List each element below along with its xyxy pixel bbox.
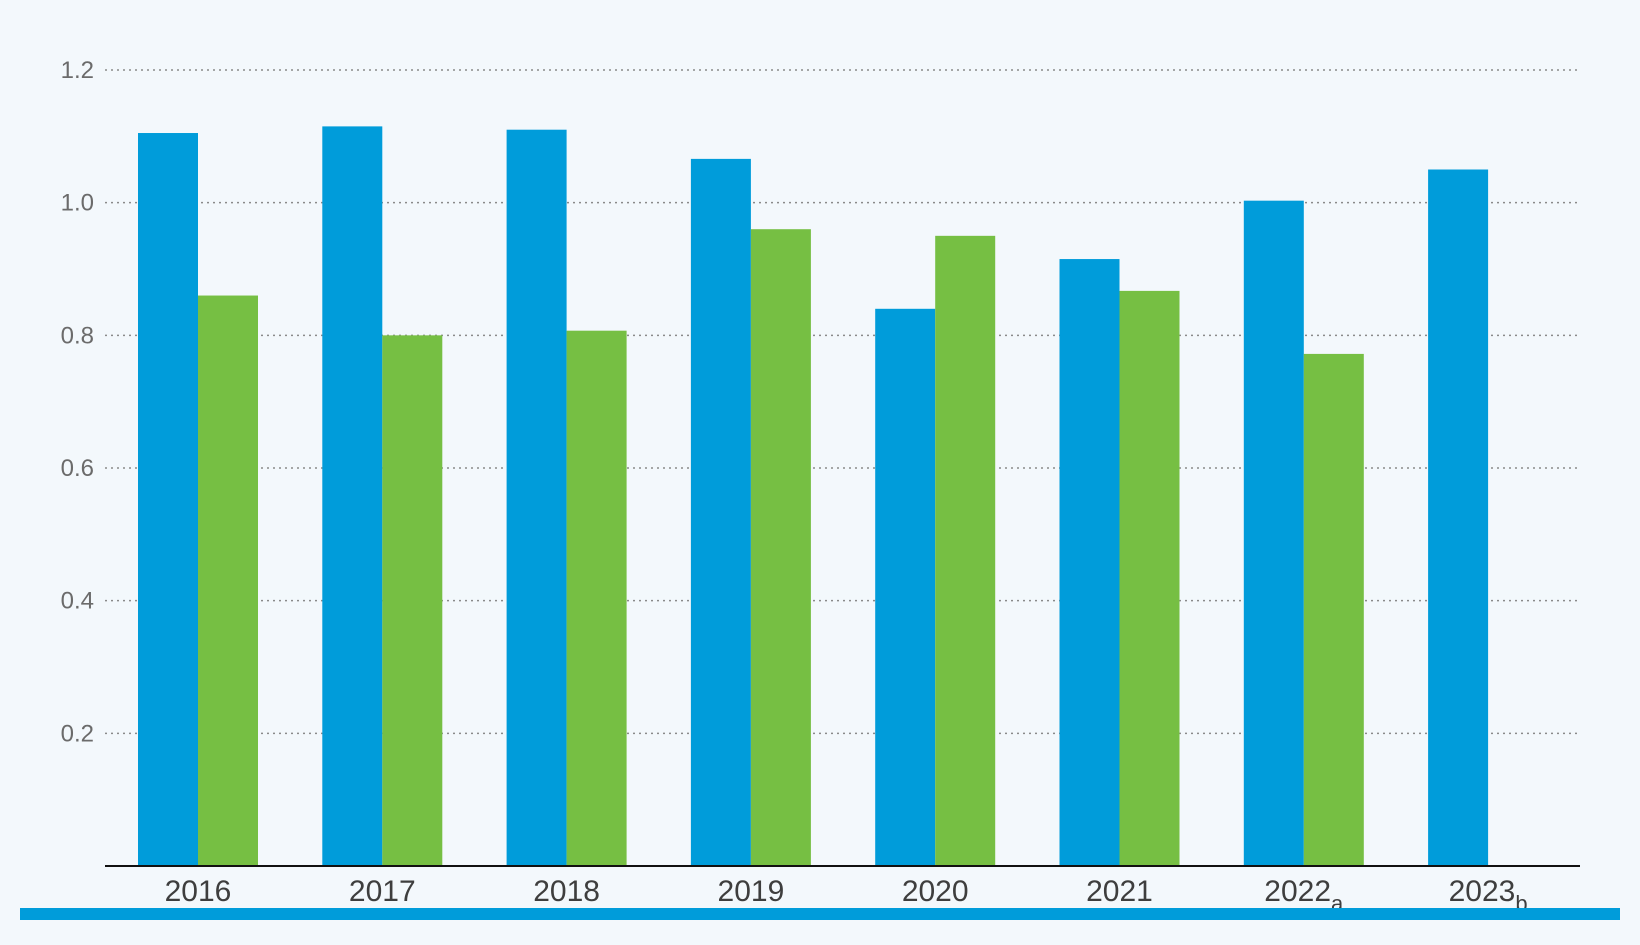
bar-2019-series-2	[750, 229, 811, 866]
x-tick-label-text: 2016	[165, 875, 232, 908]
bar-2020-series-2	[935, 235, 996, 867]
bar-2022-series-2	[1303, 353, 1364, 866]
y-tick-label: 0.8	[61, 322, 94, 349]
bar-2019-series-1	[690, 158, 751, 867]
bar-2017-series-2	[382, 335, 443, 866]
x-tick-label-text: 2023	[1449, 875, 1516, 908]
bar-2018-series-2	[566, 330, 627, 866]
y-tick-label: 1.2	[61, 57, 94, 84]
x-tick-label: 2023b	[1449, 875, 1528, 916]
y-tick-label: 1.0	[61, 190, 94, 217]
bars	[138, 126, 1489, 867]
bar-2017-series-1	[322, 126, 383, 867]
x-tick-label-text: 2018	[533, 875, 600, 908]
bar-2016-series-1	[138, 133, 198, 866]
bar-2021-series-1	[1059, 259, 1120, 866]
x-tick-label-text: 2017	[349, 875, 416, 908]
bottom-rule	[20, 908, 1620, 920]
y-tick-label: 0.4	[61, 588, 94, 615]
bar-2023-series-1	[1428, 169, 1489, 866]
x-axis-tick-labels: 2016 2017 2018 2019 2020 2021 2022a 2023b	[165, 875, 1528, 916]
bar-2022-series-1	[1243, 200, 1304, 867]
x-tick-label: 2021	[1086, 875, 1153, 908]
y-tick-label: 0.2	[61, 720, 94, 747]
y-tick-label: 0.6	[61, 455, 94, 482]
bar-2021-series-2	[1119, 290, 1180, 866]
x-tick-label-text: 2020	[902, 875, 969, 908]
x-tick-label: 2018	[533, 875, 600, 908]
y-axis-tick-labels: 0.2 0.4 0.6 0.8 1.0 1.2	[61, 57, 94, 747]
bar-2018-series-1	[506, 129, 567, 866]
x-tick-label-text: 2022	[1264, 875, 1331, 908]
x-tick-label: 2016	[165, 875, 232, 908]
x-tick-label-text: 2019	[718, 875, 785, 908]
bar-2016-series-2	[198, 295, 258, 866]
bar-2020-series-1	[875, 308, 936, 866]
x-tick-label-text: 2021	[1086, 875, 1153, 908]
x-tick-label: 2020	[902, 875, 969, 908]
x-tick-label: 2017	[349, 875, 416, 908]
x-tick-label: 2019	[718, 875, 785, 908]
